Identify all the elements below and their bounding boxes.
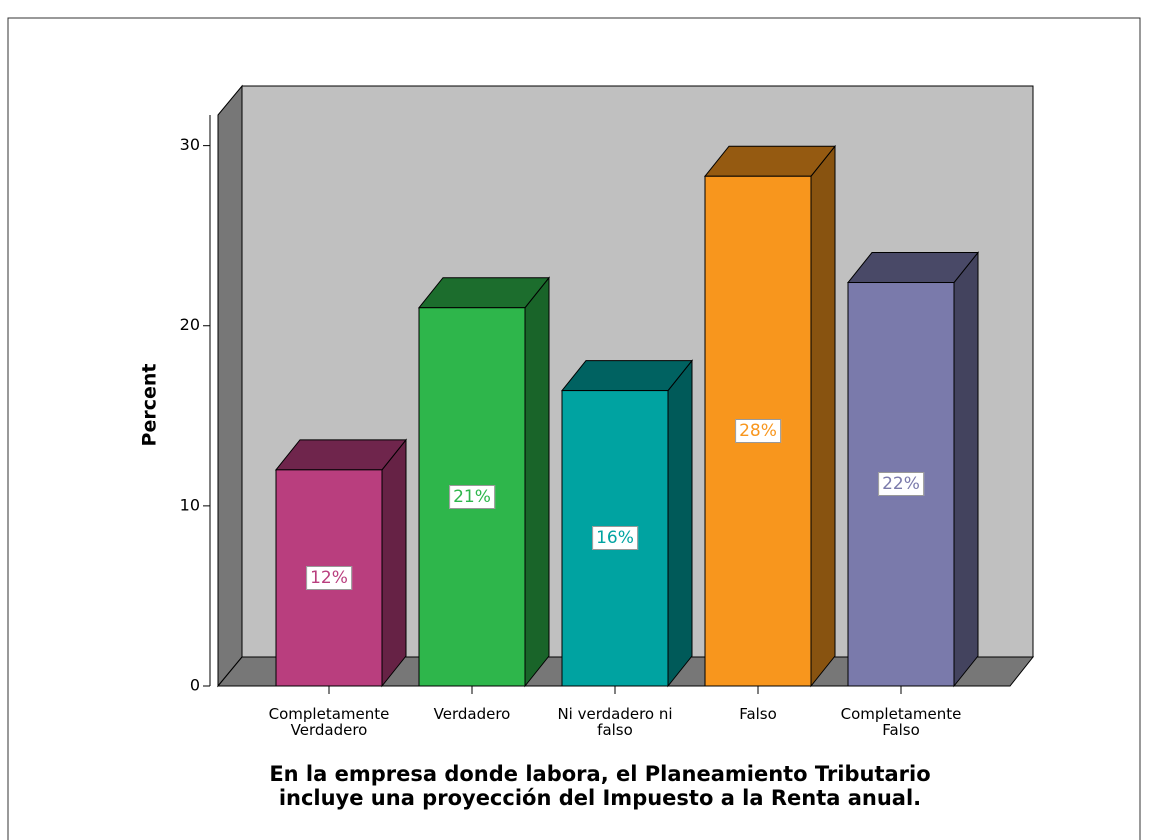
bar-side [667, 359, 693, 688]
x-axis-title: En la empresa donde labora, el Planeamie… [269, 762, 931, 810]
y-tick-label: 30 [180, 135, 200, 154]
x-tick-label: Falso [739, 705, 777, 723]
value-label: 28% [735, 419, 781, 444]
y-tick-label: 0 [190, 676, 200, 695]
left-wall [217, 84, 243, 688]
x-tick-label: Completamente Falso [840, 705, 962, 739]
bar-side [381, 438, 407, 688]
value-label: 21% [449, 484, 495, 509]
x-tick-label: Ni verdadero ni falso [557, 705, 673, 739]
y-tick-label: 10 [180, 495, 200, 514]
x-tick-label: Completamente Verdadero [268, 705, 390, 739]
y-tick-label: 20 [180, 315, 200, 334]
bar-side [953, 251, 979, 688]
value-label: 12% [306, 565, 352, 590]
value-label: 22% [878, 472, 924, 497]
value-label: 16% [592, 526, 638, 551]
bar-side [524, 276, 550, 688]
y-axis-title: Percent [139, 364, 161, 447]
x-tick-label: Verdadero [433, 705, 511, 723]
bar-side [810, 144, 836, 688]
